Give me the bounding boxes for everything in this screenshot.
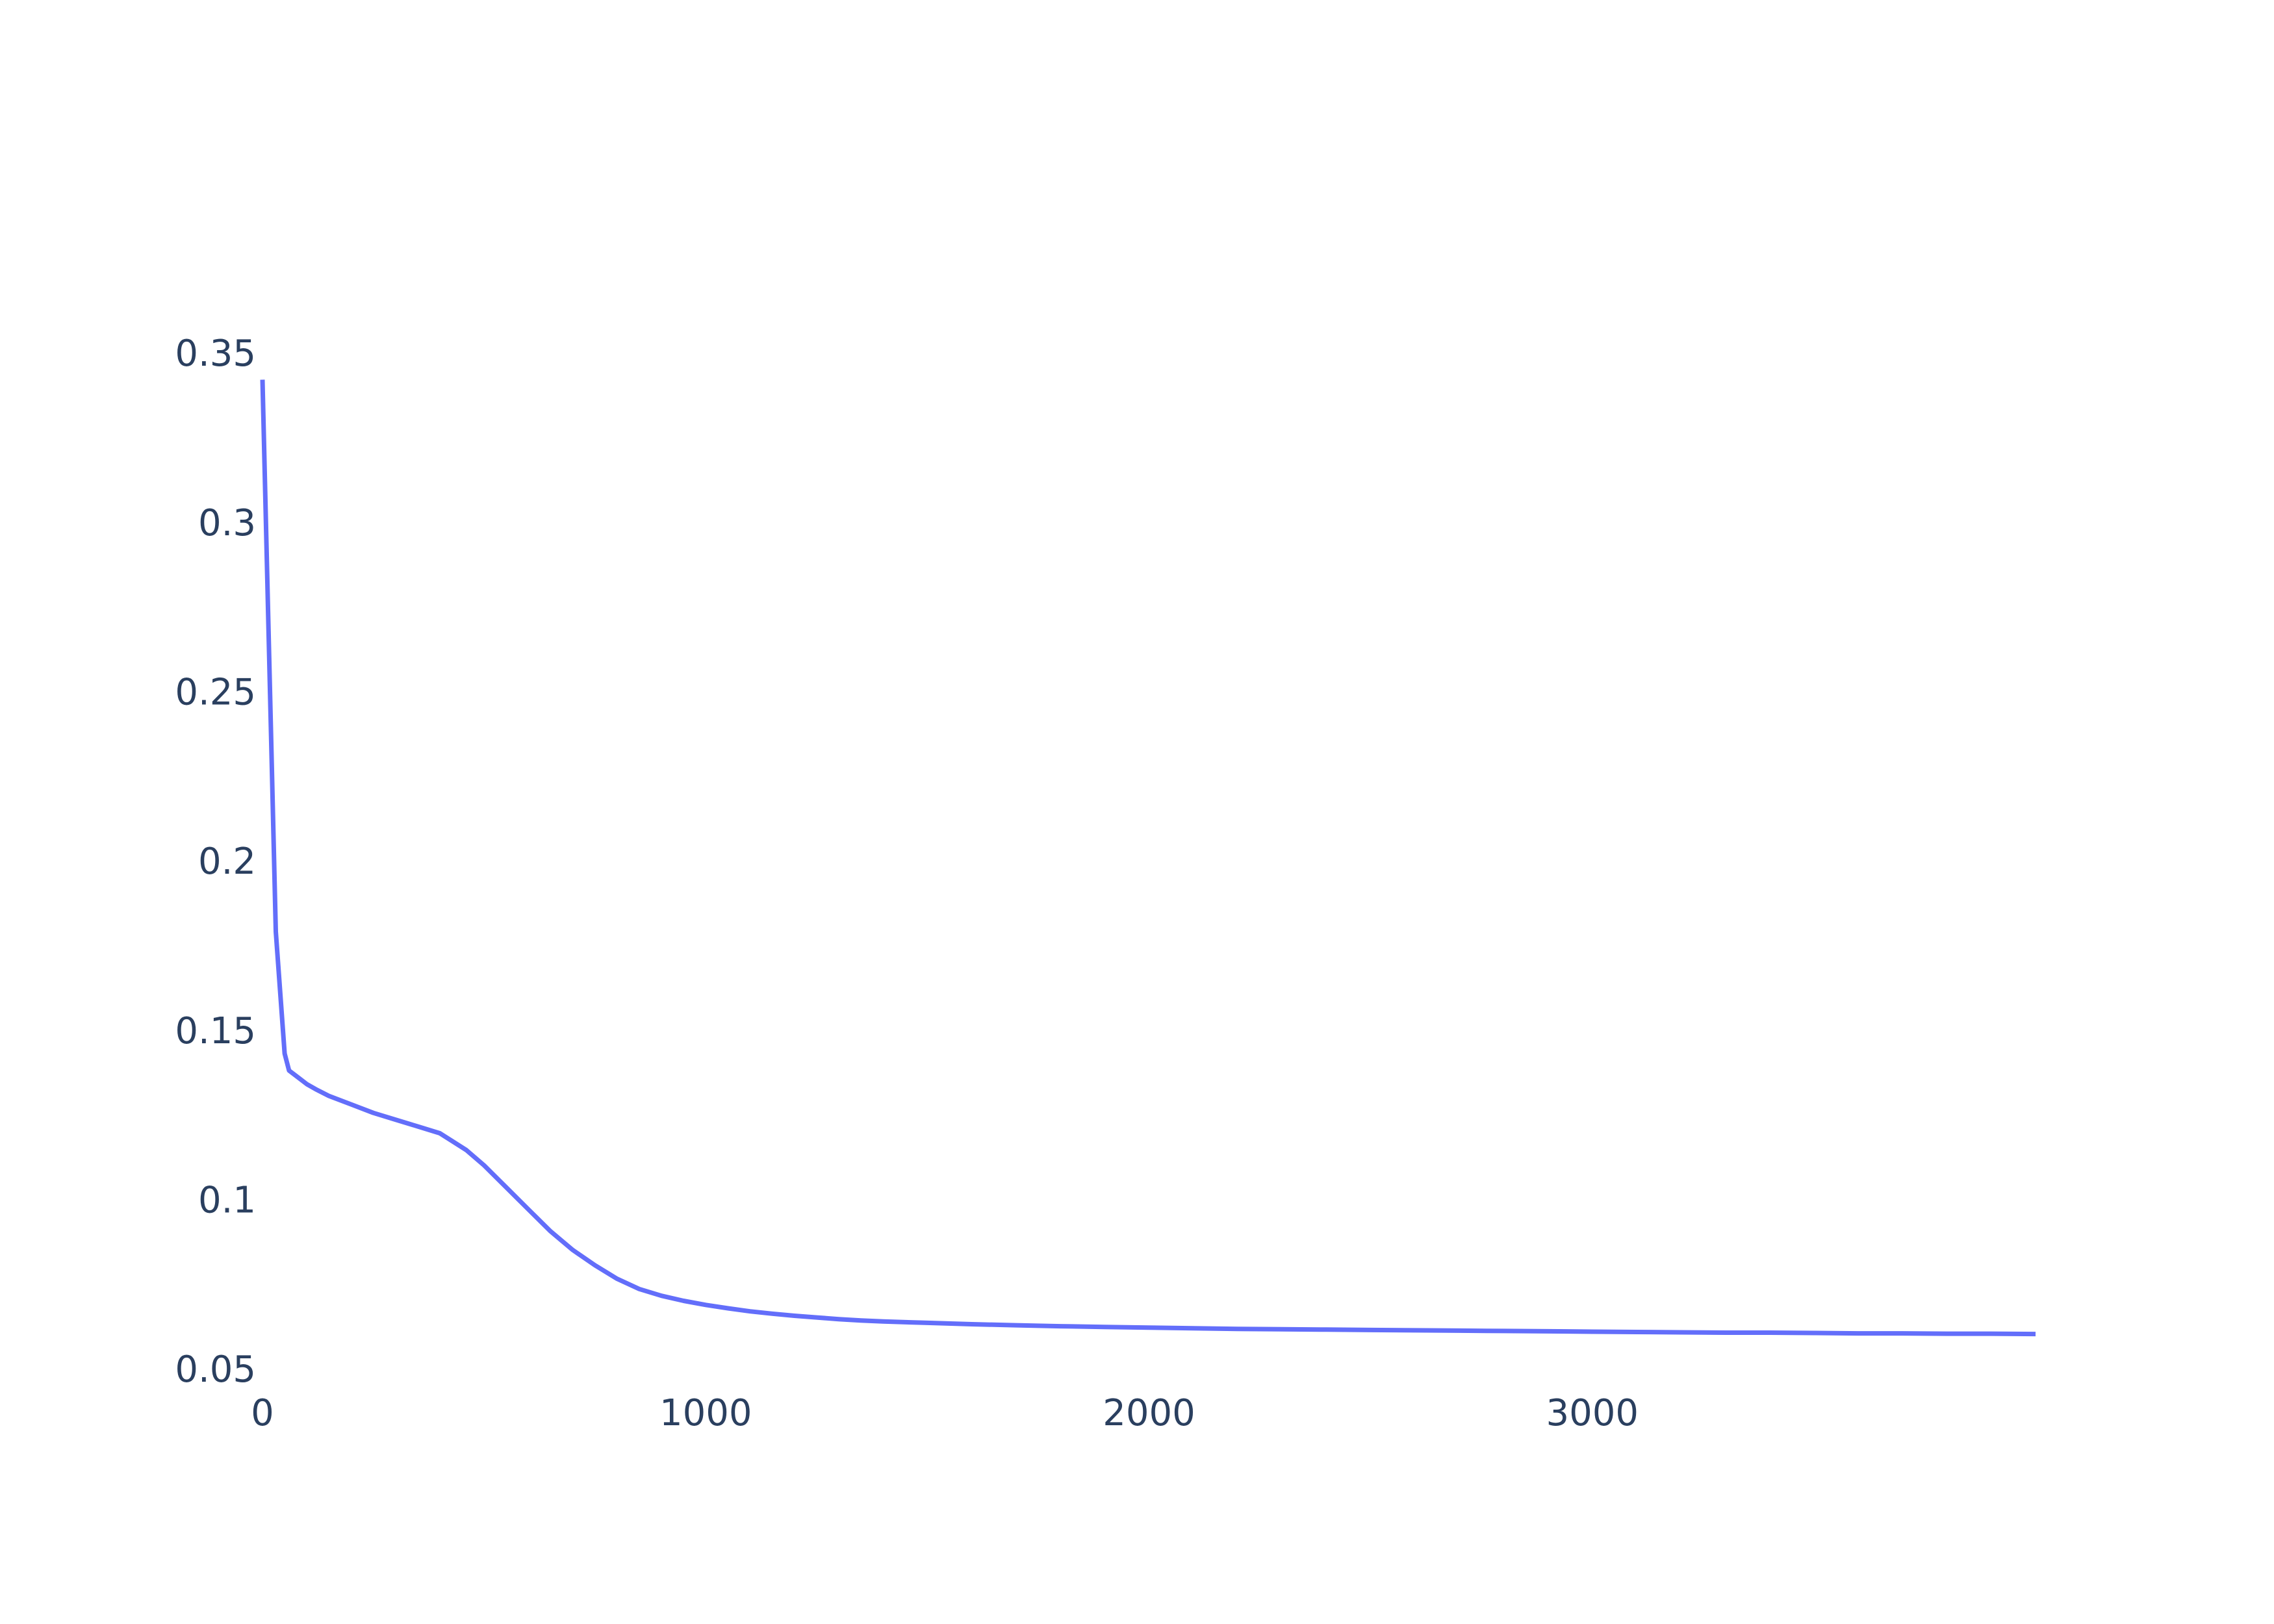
- plot-area: [260, 379, 2036, 1337]
- y-tick-label: 0.25: [175, 671, 256, 713]
- x-tick-label: 2000: [1103, 1392, 1195, 1434]
- y-tick-label: 0.35: [175, 333, 256, 375]
- series-line-0: [260, 379, 2036, 1337]
- y-tick-label: 0.3: [198, 502, 256, 544]
- y-tick-label: 0.1: [198, 1179, 256, 1221]
- y-tick-label: 0.2: [198, 841, 256, 883]
- x-tick-label: 3000: [1546, 1392, 1639, 1434]
- y-axis: 0.05 0.1 0.15 0.2 0.25 0.3 0.35: [175, 333, 256, 1391]
- y-tick-label: 0.05: [175, 1349, 256, 1391]
- x-tick-label: 0: [251, 1392, 274, 1434]
- x-axis: 0 1000 2000 3000: [251, 1392, 1639, 1434]
- y-tick-label: 0.15: [175, 1010, 256, 1052]
- x-tick-label: 1000: [659, 1392, 752, 1434]
